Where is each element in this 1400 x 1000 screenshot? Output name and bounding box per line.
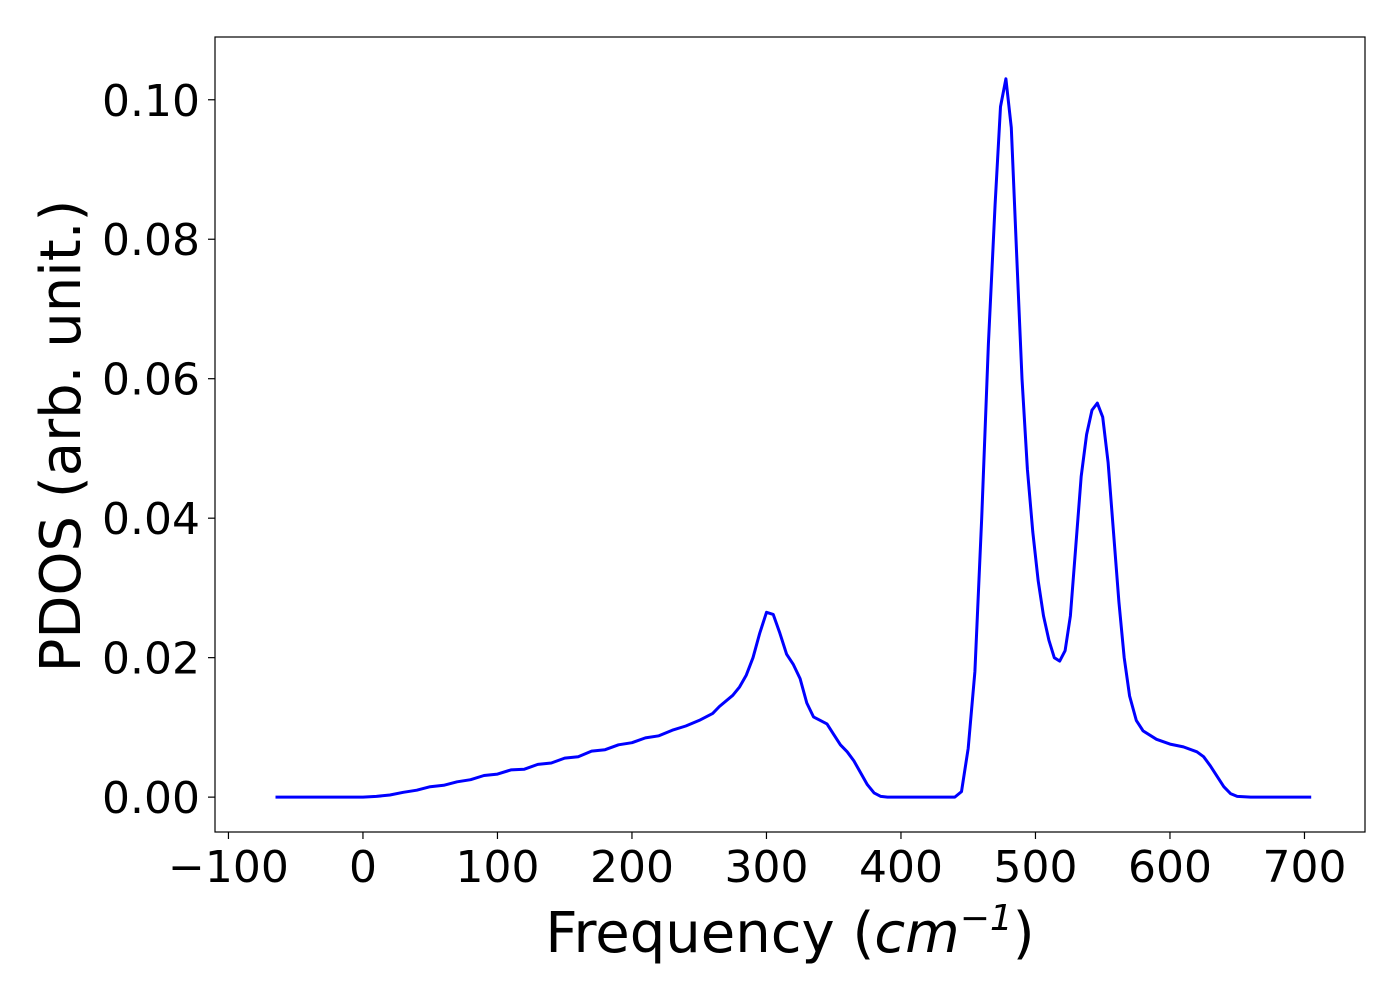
y-tick-label: 0.06 (102, 355, 200, 406)
y-tick-label: 0.04 (102, 494, 200, 545)
y-tick-label: 0.10 (102, 76, 200, 127)
y-axis-title: PDOS (arb. unit.) (29, 200, 94, 673)
y-tick-label: 0.00 (102, 773, 200, 824)
x-tick-label: 700 (1262, 842, 1346, 893)
x-tick-label: 0 (349, 842, 377, 893)
x-tick-label: 400 (859, 842, 943, 893)
series-group (275, 77, 1312, 799)
x-tick-label: 300 (724, 842, 808, 893)
y-axis-ticks: 0.00 0.02 0.04 0.06 0.08 0.10 (102, 76, 215, 824)
x-tick-label: 500 (993, 842, 1077, 893)
x-tick-label: 100 (455, 842, 539, 893)
x-tick-label: 600 (1128, 842, 1212, 893)
x-axis-ticks: −100 0 100 200 300 400 500 600 700 (168, 832, 1346, 893)
y-tick-label: 0.02 (102, 634, 200, 685)
x-axis-title: Frequency (cm−1) (545, 898, 1034, 966)
y-tick-label: 0.08 (102, 215, 200, 266)
plot-frame (214, 36, 1366, 833)
x-tick-label: −100 (168, 842, 289, 893)
pdos-series-line (275, 77, 1312, 799)
x-tick-label: 200 (590, 842, 674, 893)
